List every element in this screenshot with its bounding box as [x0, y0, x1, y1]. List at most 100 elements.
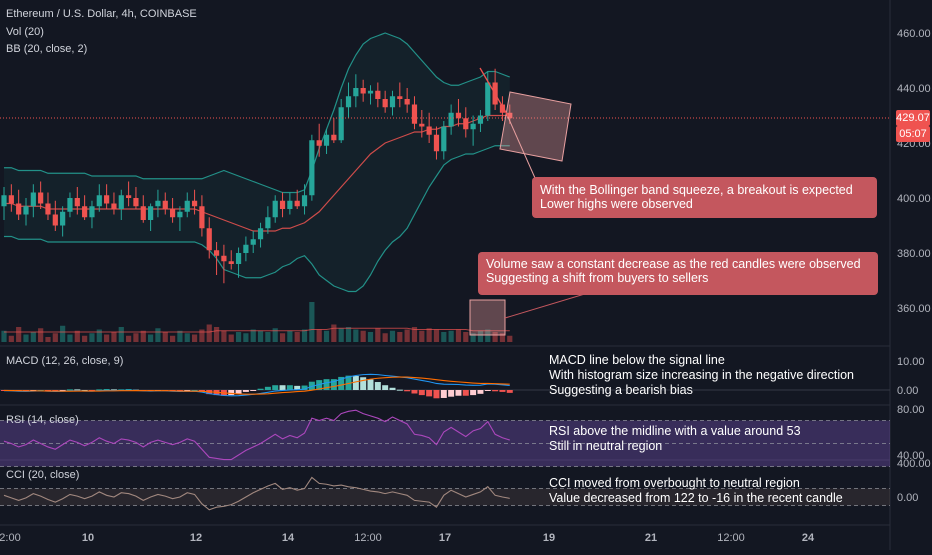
chart-title: Ethereum / U.S. Dollar, 4h, COINBASE — [6, 8, 197, 20]
candle-body-37 — [272, 200, 278, 218]
candle-body-55 — [404, 99, 410, 105]
candle-body-9 — [67, 198, 73, 212]
candle-body-5 — [38, 192, 44, 204]
rsi-note-line-1: RSI above the midline with a value aroun… — [549, 424, 801, 438]
macd-histogram-bar-57 — [418, 390, 425, 396]
candle-body-62 — [455, 112, 462, 119]
candle-body-27 — [199, 206, 205, 229]
macd-histogram-bar-46 — [338, 376, 345, 390]
macd-histogram-bar-58 — [426, 390, 433, 397]
volume-highlight-box — [469, 299, 506, 336]
macd-histogram-bar-53 — [389, 387, 396, 390]
macd-histogram-bar-40 — [294, 385, 301, 390]
candle-body-41 — [301, 195, 308, 207]
macd-histogram-bar-15 — [110, 389, 117, 391]
candle-body-53 — [389, 96, 396, 108]
volume-bar-15 — [111, 332, 117, 342]
candle-body-47 — [345, 96, 352, 108]
volume-bar-41 — [301, 329, 308, 342]
price-tick-0: 460.00 — [897, 28, 931, 40]
volume-bar-21 — [155, 328, 161, 342]
candle-body-28 — [206, 228, 212, 251]
last-price-tag: 429.07 — [896, 110, 930, 126]
candle-body-68 — [499, 104, 506, 113]
time-tick-9: 24 — [802, 532, 815, 544]
macd-histogram-bar-47 — [345, 375, 352, 390]
macd-histogram-bar-45 — [330, 379, 337, 390]
macd-histogram-bar-16 — [118, 389, 125, 391]
volume-bar-13 — [96, 329, 102, 342]
bollinger-callout-line-2: Lower highs were observed — [540, 197, 693, 211]
rsi-tick-0: 80.00 — [897, 404, 925, 416]
volume-callout[interactable]: Volume saw a constant decrease as the re… — [478, 252, 878, 295]
volume-bar-52 — [382, 333, 388, 342]
macd-histogram-bar-48 — [352, 375, 359, 390]
volume-bar-34 — [250, 329, 256, 342]
candle-body-38 — [279, 200, 286, 209]
bollinger-lower-line — [4, 145, 510, 293]
volume-bar-2 — [16, 327, 22, 342]
macd-note-line-1: MACD line below the signal line — [549, 353, 725, 367]
cci-band — [0, 488, 890, 506]
time-tick-6: 19 — [543, 532, 555, 544]
volume-bar-25 — [184, 333, 190, 342]
time-tick-3: 14 — [282, 532, 295, 544]
macd-histogram-bar-34 — [250, 390, 257, 391]
volume-bar-47 — [345, 327, 352, 342]
candle-body-58 — [426, 126, 432, 135]
macd-histogram-bar-14 — [103, 389, 110, 391]
macd-histogram-bar-41 — [301, 385, 308, 390]
candle-body-56 — [411, 104, 418, 124]
volume-callout-line-2: Suggesting a shift from buyers to seller… — [486, 271, 709, 285]
cci-pane-label[interactable]: CCI (20, close) — [6, 469, 80, 481]
macd-note-line-3: Suggesting a bearish bias — [549, 383, 693, 397]
volume-bar-42 — [309, 302, 315, 342]
volume-bar-28 — [206, 324, 212, 342]
volume-bar-33 — [243, 333, 249, 342]
candle-body-30 — [221, 255, 227, 262]
candle-body-22 — [162, 200, 168, 209]
macd-histogram-bar-52 — [382, 385, 389, 390]
rsi-line — [3, 409, 510, 461]
volume-bar-30 — [221, 330, 227, 342]
candle-body-42 — [309, 140, 315, 196]
macd-histogram-bar-65 — [477, 390, 484, 394]
candle-body-10 — [74, 198, 80, 207]
volume-bar-49 — [360, 330, 366, 342]
time-tick-4: 12:00 — [354, 532, 382, 544]
candle-body-29 — [213, 250, 220, 256]
price-tick-4: 380.00 — [897, 248, 931, 260]
macd-histogram-bar-68 — [499, 390, 506, 392]
countdown-tag: 05:07 — [896, 126, 930, 142]
bollinger-upper-line — [4, 32, 510, 194]
macd-pane-label[interactable]: MACD (12, 26, close, 9) — [6, 355, 124, 367]
candle-body-3 — [23, 206, 29, 215]
rsi-pane-label[interactable]: RSI (14, close) — [6, 414, 79, 426]
candle-body-36 — [265, 217, 271, 229]
volume-bar-23 — [169, 335, 176, 342]
volume-indicator-label[interactable]: Vol (20) — [6, 26, 44, 38]
bollinger-callout[interactable]: With the Bollinger band squeeze, a break… — [532, 177, 877, 218]
lower-highs-trendline — [479, 67, 509, 117]
volume-bar-67 — [492, 332, 498, 342]
candle-body-48 — [353, 88, 359, 97]
macd-histogram-bar-10 — [74, 389, 81, 391]
time-tick-2: 12 — [190, 532, 202, 544]
volume-bar-19 — [140, 330, 146, 342]
macd-histogram-bar-37 — [272, 385, 279, 390]
volume-bar-6 — [45, 337, 51, 342]
price-tick-1: 440.00 — [897, 83, 931, 95]
volume-bar-46 — [338, 328, 344, 342]
macd-histogram-bar-50 — [367, 379, 374, 390]
macd-histogram-bar-36 — [264, 386, 271, 390]
candle-body-66 — [485, 82, 491, 116]
volume-bar-31 — [228, 334, 234, 342]
candle-body-0 — [1, 195, 7, 207]
candle-body-16 — [118, 195, 124, 209]
volume-bar-3 — [23, 334, 29, 342]
volume-bar-64 — [470, 333, 476, 342]
candle-body-60 — [441, 126, 447, 152]
bollinger-indicator-label[interactable]: BB (20, close, 2) — [6, 43, 88, 55]
